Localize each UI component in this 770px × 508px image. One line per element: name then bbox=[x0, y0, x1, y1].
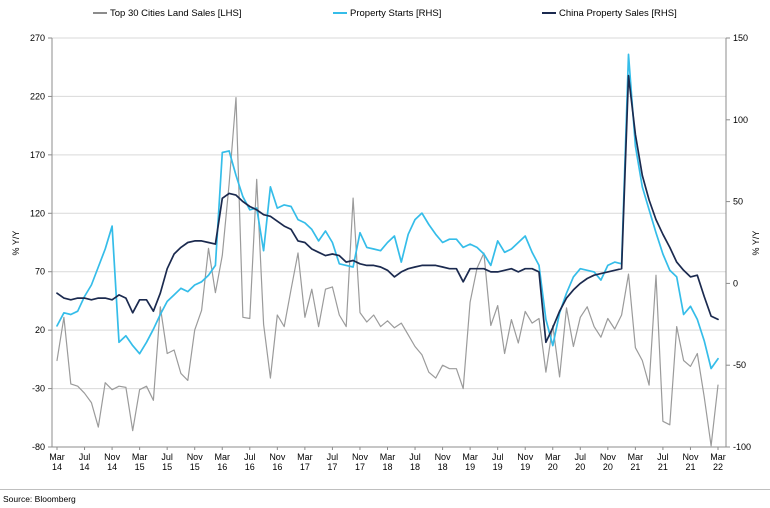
x-axis-tick-label: Mar 21 bbox=[628, 452, 644, 472]
x-axis-tick-label: Nov 17 bbox=[352, 452, 369, 472]
right-axis-tick-label: -50 bbox=[733, 360, 746, 370]
x-axis-tick-label: Mar 20 bbox=[545, 452, 561, 472]
legend-label-land-sales: Top 30 Cities Land Sales [LHS] bbox=[110, 7, 242, 19]
land-sales-line-swatch-icon bbox=[93, 12, 107, 14]
legend-item-property-sales: China Property Sales [RHS] bbox=[542, 6, 677, 20]
right-axis-tick-label: 0 bbox=[733, 278, 738, 288]
source-note: Source: Bloomberg bbox=[3, 494, 76, 504]
left-axis-tick-label: 270 bbox=[30, 33, 45, 43]
x-axis-tick-label: Mar 19 bbox=[462, 452, 478, 472]
legend-item-property-starts: Property Starts [RHS] bbox=[333, 6, 441, 20]
x-axis-tick-label: Nov 20 bbox=[600, 452, 617, 472]
legend-label-property-sales: China Property Sales [RHS] bbox=[559, 7, 677, 19]
x-axis-tick-label: Jul 17 bbox=[327, 452, 339, 472]
x-axis-tick-label: Mar 15 bbox=[132, 452, 148, 472]
x-axis-tick-label: Nov 21 bbox=[682, 452, 699, 472]
left-axis-tick-label: 20 bbox=[35, 325, 45, 335]
left-axis-tick-label: 220 bbox=[30, 91, 45, 101]
x-axis-tick-label: Mar 22 bbox=[710, 452, 726, 472]
right-axis-tick-label: 50 bbox=[733, 197, 743, 207]
right-axis-tick-label: 150 bbox=[733, 33, 748, 43]
source-divider bbox=[0, 489, 770, 490]
x-axis-tick-label: Jul 21 bbox=[657, 452, 669, 472]
x-axis-tick-label: Jul 16 bbox=[244, 452, 256, 472]
left-axis-tick-label: 70 bbox=[35, 267, 45, 277]
x-axis-tick-label: Jul 14 bbox=[79, 452, 91, 472]
x-axis-tick-label: Nov 16 bbox=[269, 452, 286, 472]
right-axis-tick-label: -100 bbox=[733, 442, 751, 452]
x-axis-tick-label: Jul 20 bbox=[575, 452, 587, 472]
left-axis-tick-label: 120 bbox=[30, 208, 45, 218]
x-axis-tick-label: Nov 18 bbox=[435, 452, 452, 472]
x-axis-tick-label: Nov 15 bbox=[187, 452, 204, 472]
series-line-property-starts-rhs bbox=[56, 53, 719, 370]
property-sales-line-swatch-icon bbox=[542, 12, 556, 14]
left-axis-tick-label: -30 bbox=[32, 384, 45, 394]
series-line-top-30-cities-land-sales-lhs bbox=[56, 96, 719, 447]
series-line-china-property-sales-rhs bbox=[56, 74, 719, 344]
property-starts-line-swatch-icon bbox=[333, 12, 347, 14]
x-axis-tick-label: Mar 17 bbox=[297, 452, 313, 472]
left-axis-tick-label: 170 bbox=[30, 150, 45, 160]
legend-label-property-starts: Property Starts [RHS] bbox=[350, 7, 442, 19]
x-axis-tick-label: Mar 16 bbox=[215, 452, 231, 472]
x-axis-tick-label: Jul 15 bbox=[161, 452, 173, 472]
x-axis-tick-label: Nov 19 bbox=[517, 452, 534, 472]
left-axis-tick-label: -80 bbox=[32, 442, 45, 452]
x-axis-tick-label: Nov 14 bbox=[104, 452, 121, 472]
legend-item-land-sales: Top 30 Cities Land Sales [LHS] bbox=[93, 6, 242, 20]
x-axis-tick-label: Mar 14 bbox=[49, 452, 65, 472]
x-axis-tick-label: Jul 19 bbox=[492, 452, 504, 472]
x-axis-tick-label: Mar 18 bbox=[380, 452, 396, 472]
right-axis-tick-label: 100 bbox=[733, 115, 748, 125]
x-axis-tick-label: Jul 18 bbox=[409, 452, 421, 472]
